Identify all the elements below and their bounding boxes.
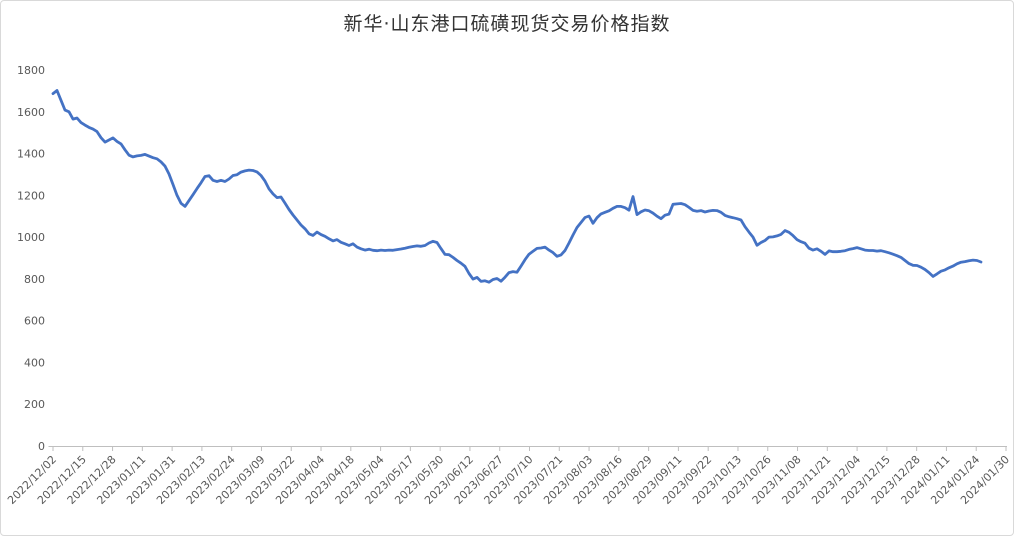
y-axis-tick-label: 600 [24,315,45,328]
y-axis-tick-label: 1200 [17,189,45,202]
y-axis-tick-label: 800 [24,273,45,286]
y-axis-tick-label: 1800 [17,64,45,77]
y-axis-tick-label: 200 [24,398,45,411]
y-axis-tick-label: 400 [24,356,45,369]
y-axis-tick-label: 1000 [17,231,45,244]
y-axis-tick-label: 1600 [17,106,45,119]
price-index-series-line [51,89,983,284]
y-axis-tick-label: 0 [38,440,45,453]
chart-title: 新华·山东港口硫磺现货交易价格指数 [343,13,671,35]
y-axis-tick-label: 1400 [17,148,45,161]
